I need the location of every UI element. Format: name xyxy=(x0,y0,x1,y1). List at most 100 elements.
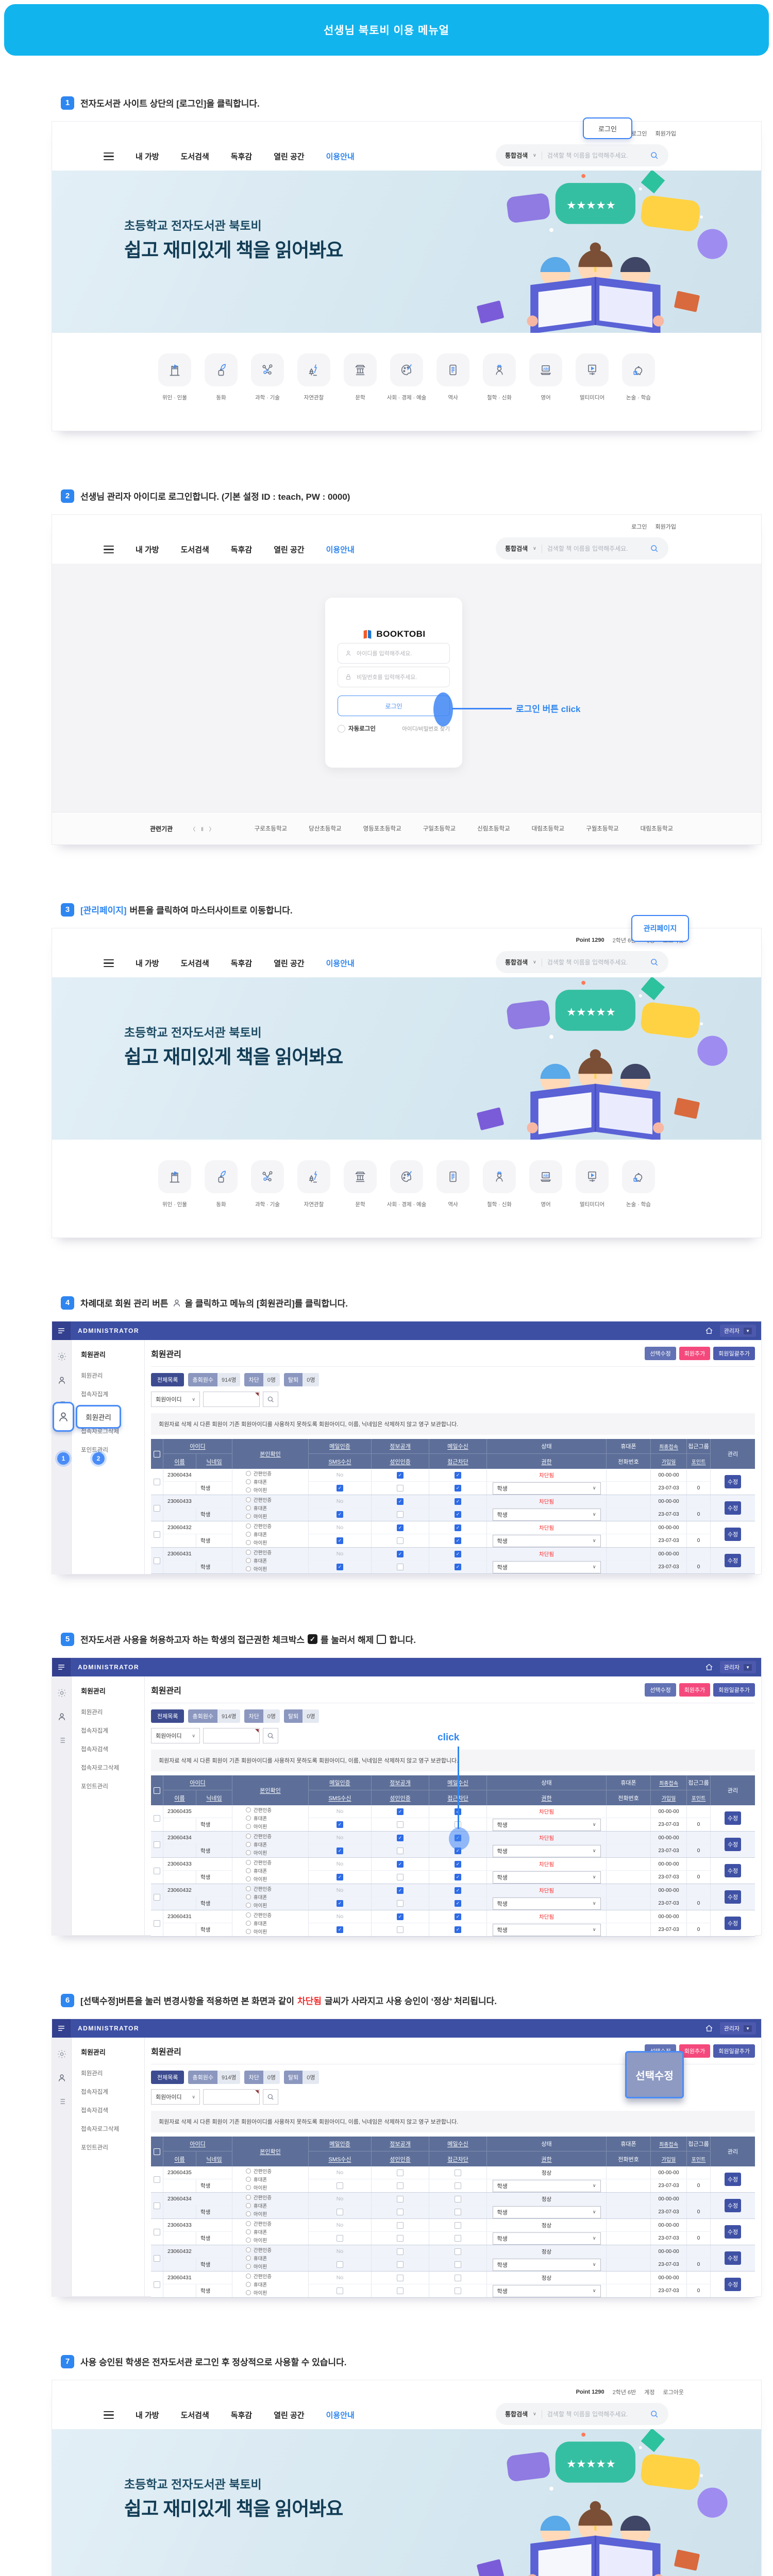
verify-radio[interactable]: 휴대폰 xyxy=(246,1893,267,1901)
adult-cert-checkbox[interactable] xyxy=(397,1900,404,1907)
category-item[interactable]: 과학 · 기술 xyxy=(250,353,284,401)
nav-item[interactable]: 독후감 xyxy=(230,959,253,968)
row-select-checkbox[interactable] xyxy=(154,1893,160,1901)
home-icon[interactable] xyxy=(704,1326,714,1335)
sidebar-item[interactable]: 회원관리 xyxy=(81,1709,103,1716)
verify-radio[interactable]: 휴대폰 xyxy=(246,2202,267,2209)
home-icon[interactable] xyxy=(704,1663,714,1672)
sidebar-item[interactable]: 포인트관리 xyxy=(81,1784,108,1790)
row-select-checkbox[interactable] xyxy=(154,2255,160,2262)
verify-radio[interactable]: 간편인증 xyxy=(246,2220,272,2227)
sms-checkbox[interactable] xyxy=(337,1485,343,1492)
admin-page-callout[interactable]: 관리페이지 xyxy=(631,915,689,942)
mail-recv-checkbox[interactable] xyxy=(455,1887,461,1894)
sms-checkbox[interactable] xyxy=(337,1564,343,1570)
verify-radio[interactable]: 아이핀 xyxy=(246,2236,267,2244)
nav-item[interactable]: 도서검색 xyxy=(180,959,209,968)
edit-button[interactable]: 수정 xyxy=(725,2225,741,2239)
category-icon-tile[interactable] xyxy=(297,1160,330,1193)
edit-button[interactable]: 수정 xyxy=(725,1838,741,1851)
row-select-checkbox[interactable] xyxy=(154,1531,160,1538)
search-icon[interactable] xyxy=(649,544,659,553)
account-link[interactable]: 계정 xyxy=(644,2389,655,2396)
category-icon-tile[interactable] xyxy=(436,353,469,386)
nav-item[interactable]: 내 가방 xyxy=(136,152,159,161)
mail-recv-checkbox[interactable] xyxy=(455,1524,461,1531)
nav-item[interactable]: 독후감 xyxy=(230,2411,253,2420)
row-select-checkbox[interactable] xyxy=(154,1920,160,1927)
row-select-checkbox[interactable] xyxy=(154,1478,160,1485)
privacy-checkbox[interactable] xyxy=(397,2222,404,2229)
signup-link[interactable]: 회원가입 xyxy=(655,131,676,137)
sms-checkbox[interactable] xyxy=(337,1900,343,1907)
search-input[interactable]: 검색할 책 이름을 입력해주세요. xyxy=(547,2411,628,2418)
role-select[interactable]: 학생 ∨ xyxy=(492,1534,601,1547)
access-block-checkbox[interactable] xyxy=(455,1537,461,1544)
category-item[interactable]: 멀티미디어 xyxy=(575,353,609,401)
bulk-add-member-button[interactable]: 회원일괄추가 xyxy=(713,1683,755,1697)
role-select[interactable]: 학생 ∨ xyxy=(492,1482,601,1495)
sms-checkbox[interactable] xyxy=(337,1511,343,1518)
sidebar-item[interactable]: 접속자집계 xyxy=(81,1392,108,1398)
verify-radio[interactable]: 휴대폰 xyxy=(246,1867,267,1874)
site-search[interactable]: 통합검색 ∨ 검색할 책 이름을 입력해주세요. xyxy=(496,2403,668,2425)
category-item[interactable]: 과학 · 기술 xyxy=(250,1160,284,1208)
school-link[interactable]: 영등포초등학교 xyxy=(363,826,401,832)
add-member-button[interactable]: 회원추가 xyxy=(679,2044,711,2058)
category-item[interactable]: 문학 xyxy=(343,353,377,401)
add-member-button[interactable]: 회원추가 xyxy=(679,1683,711,1697)
category-icon-tile[interactable] xyxy=(205,1160,238,1193)
category-icon-tile[interactable] xyxy=(251,353,284,386)
access-block-checkbox[interactable] xyxy=(455,2235,461,2242)
search-button[interactable] xyxy=(263,1392,278,1407)
adult-cert-checkbox[interactable] xyxy=(397,1564,404,1570)
category-icon-tile[interactable] xyxy=(529,1160,562,1193)
member-search-input[interactable] xyxy=(203,1728,260,1743)
verify-radio[interactable]: 휴대폰 xyxy=(246,1841,267,1848)
member-search-input[interactable] xyxy=(203,1392,260,1407)
verify-radio[interactable]: 휴대폰 xyxy=(246,2228,267,2235)
list-icon[interactable] xyxy=(57,2096,67,2107)
sidebar-item[interactable]: 회원관리 xyxy=(81,1373,103,1379)
category-icon-tile[interactable] xyxy=(251,1160,284,1193)
mail-recv-checkbox[interactable] xyxy=(455,2222,461,2229)
menu-icon[interactable] xyxy=(104,152,114,161)
category-icon-tile[interactable] xyxy=(622,353,655,386)
category-item[interactable]: 역사 xyxy=(436,1160,470,1208)
role-select[interactable]: 학생 ∨ xyxy=(492,1561,601,1573)
sms-checkbox[interactable] xyxy=(337,2235,343,2242)
privacy-checkbox[interactable] xyxy=(397,2169,404,2176)
admin-user-menu[interactable]: 관리자 ▼ xyxy=(719,2022,756,2035)
adult-cert-checkbox[interactable] xyxy=(397,2182,404,2189)
site-search[interactable]: 통합검색 ∨ 검색할 책 이름을 입력해주세요. xyxy=(496,537,668,560)
row-select-checkbox[interactable] xyxy=(154,2176,160,2183)
list-icon[interactable] xyxy=(57,1735,67,1745)
category-icon-tile[interactable] xyxy=(344,1160,377,1193)
category-item[interactable]: 철학 · 신화 xyxy=(482,1160,516,1208)
verify-radio[interactable]: 간편인증 xyxy=(246,1806,272,1814)
adult-cert-checkbox[interactable] xyxy=(397,1537,404,1544)
verify-radio[interactable]: 간편인증 xyxy=(246,1911,272,1919)
apply-selected-callout[interactable]: 선택수정 xyxy=(625,2051,684,2098)
category-item[interactable]: 문학 xyxy=(343,1160,377,1208)
search-scope-select[interactable]: 통합검색 xyxy=(505,152,528,159)
apply-selected-button[interactable]: 선택수정 xyxy=(645,1346,676,1360)
category-icon-tile[interactable] xyxy=(297,353,330,386)
role-select[interactable]: 학생 ∨ xyxy=(492,2284,601,2297)
access-block-checkbox[interactable] xyxy=(455,2287,461,2294)
verify-radio[interactable]: 간편인증 xyxy=(246,1549,272,1556)
nav-item[interactable]: 내 가방 xyxy=(136,959,159,968)
verify-radio[interactable]: 간편인증 xyxy=(246,1833,272,1840)
edit-button[interactable]: 수정 xyxy=(725,1554,741,1567)
verify-radio[interactable]: 휴대폰 xyxy=(246,2176,267,2183)
row-select-checkbox[interactable] xyxy=(154,1815,160,1822)
category-item[interactable]: 사회 · 경제 · 예술 xyxy=(387,1160,426,1208)
admin-menu-icon[interactable] xyxy=(52,2019,71,2038)
filter-all[interactable]: 전체목록 xyxy=(151,1709,184,1723)
school-link[interactable]: 구일초등학교 xyxy=(423,826,456,832)
category-item[interactable]: 위인 · 인물 xyxy=(158,1160,192,1208)
sms-checkbox[interactable] xyxy=(337,1848,343,1854)
access-block-checkbox[interactable] xyxy=(455,1926,461,1933)
verify-radio[interactable]: 아이핀 xyxy=(246,2263,267,2270)
select-all-checkbox[interactable] xyxy=(154,2148,160,2155)
